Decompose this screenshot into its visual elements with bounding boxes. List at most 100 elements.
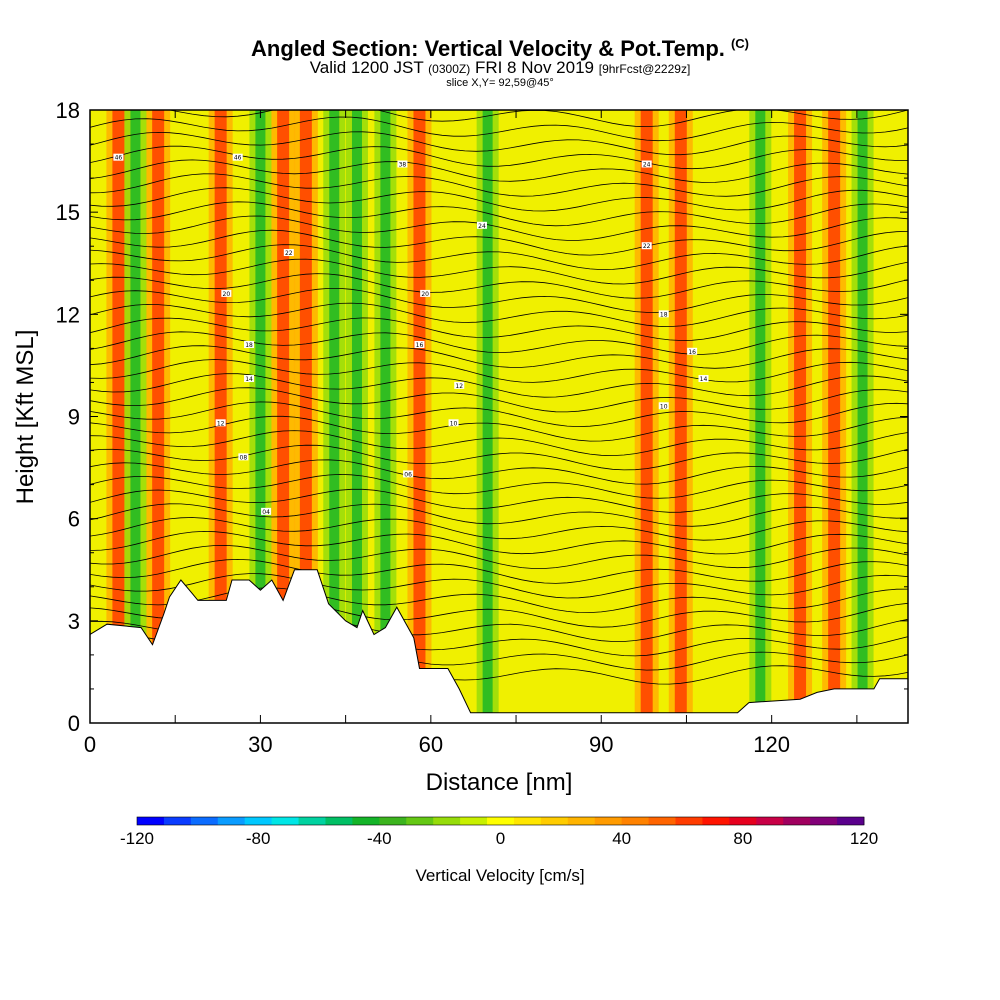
contour-label-bg [476,221,487,229]
contour-label-bg [454,381,465,389]
contour-label: 16 [416,342,424,349]
contour-label: 12 [217,420,225,427]
x-axis: 0 30 60 90 120 [84,110,858,757]
theta-contour-line [90,145,908,170]
colorbar-tick-label: 80 [733,829,752,848]
contour-label-bg [261,507,272,515]
contour-label: 16 [688,349,696,356]
colorbar-swatch [271,817,299,825]
colorbar-swatch [433,817,461,825]
contour-label: 20 [223,291,231,298]
contour-label: 14 [245,376,253,383]
colorbar-swatch [352,817,380,825]
colorbar-swatch [163,817,192,825]
contour-label-bg [414,340,425,348]
contour-label-bg [244,340,255,348]
theta-contour-line [90,173,908,197]
contour-label-bg [687,347,698,355]
contour-label-bg [238,453,249,461]
downdraft-core [255,110,266,723]
contour-label: 12 [455,383,463,390]
theta-contours [90,110,908,685]
x-tick-label: 90 [589,732,613,757]
y-tick-label: 3 [68,609,80,634]
contour-label-bg [403,470,414,478]
chart-title-units: (C) [730,36,749,51]
colorbar-frame [136,816,865,826]
y-tick-label: 6 [68,507,80,532]
y-tick-label: 18 [56,98,80,123]
colorbar-swatch [217,817,246,825]
y-axis: 0 3 6 9 12 15 18 [56,98,908,736]
colorbar-swatch [540,817,569,825]
plot-area: 46 46 38 24 24 22 22 20 20 18 18 16 16 14 14 12 12 10 10 08… [90,110,908,723]
contour-label-bg [641,160,652,168]
downdraft-core [857,110,868,723]
contour-labels: 46 46 38 24 24 22 22 20 20 18 18 16 16 14 14 12 12 10 10 08… [113,153,709,516]
updraft-core [152,110,165,723]
contour-label: 38 [399,161,407,168]
colorbar-swatch [729,817,757,825]
contour-label: 18 [245,342,253,349]
colorbar-title: Vertical Velocity [cm/s] [415,866,584,885]
theta-contour-line [90,317,908,341]
colorbar-tick-label: 40 [612,829,631,848]
colorbar-swatch [137,817,165,825]
theta-contour-line [90,544,908,569]
contour-label-bg [232,153,243,161]
downdraft-core [351,110,362,723]
y-tick-label: 12 [56,302,80,327]
updraft-core [413,110,426,723]
theta-contour-line [90,302,908,328]
colorbar-swatch [621,817,649,825]
subtitle-fcst: [9hrFcst@2229z] [598,62,691,76]
chart-subtitle: Valid 1200 JST (0300Z) FRI 8 Nov 2019 [9… [0,59,1000,78]
theta-contour-line [90,430,908,457]
x-tick-label: 60 [419,732,443,757]
terrain-mask [90,569,908,723]
colorbar-swatch [675,817,703,825]
colorbar-swatch [648,817,676,825]
colorbar-tick-label: 120 [850,829,878,848]
x-tick-label: 30 [248,732,272,757]
theta-contour-line [90,201,908,227]
contour-label-bg [397,160,408,168]
theta-contour-line [90,244,908,271]
contour-label: 22 [643,243,651,250]
theta-contour-line [90,459,908,485]
theta-contour-line [90,415,908,442]
colorbar-swatch [244,817,273,825]
theta-contour-line [90,331,908,355]
contour-label: 06 [404,471,412,478]
contour-label-bg [698,375,709,383]
subtitle-date: FRI 8 Nov 2019 [474,58,594,77]
theta-contour-line [167,110,908,128]
contour-label-bg [641,242,652,250]
colorbar-swatch [810,817,838,825]
contour-label-bg [420,289,431,297]
colorbar-swatch [379,817,407,825]
colorbar-swatch [190,817,219,825]
contour-label: 18 [660,311,668,318]
downdraft-core [755,110,766,723]
contour-label-bg [215,419,226,427]
x-tick-label: 0 [84,732,96,757]
theta-contour-line [90,273,908,299]
theta-contour-line [90,387,908,413]
theta-contour-line [90,503,908,527]
theta-contour-line [90,288,908,313]
x-tick-label: 120 [753,732,790,757]
y-axis-title: Height [Kft MSL] [12,330,39,505]
x-axis-title: Distance [nm] [426,769,573,796]
colorbar-swatch [702,817,730,825]
contour-label-bg [283,249,294,257]
colorbar-tick-label: -80 [246,829,271,848]
theta-contour-line [90,488,908,513]
theta-contour-line [90,444,908,471]
y-tick-label: 0 [68,711,80,736]
theta-contour-line [90,373,908,398]
colorbar-swatch [325,817,353,825]
contour-label: 10 [450,420,458,427]
contour-label: 14 [700,376,708,383]
